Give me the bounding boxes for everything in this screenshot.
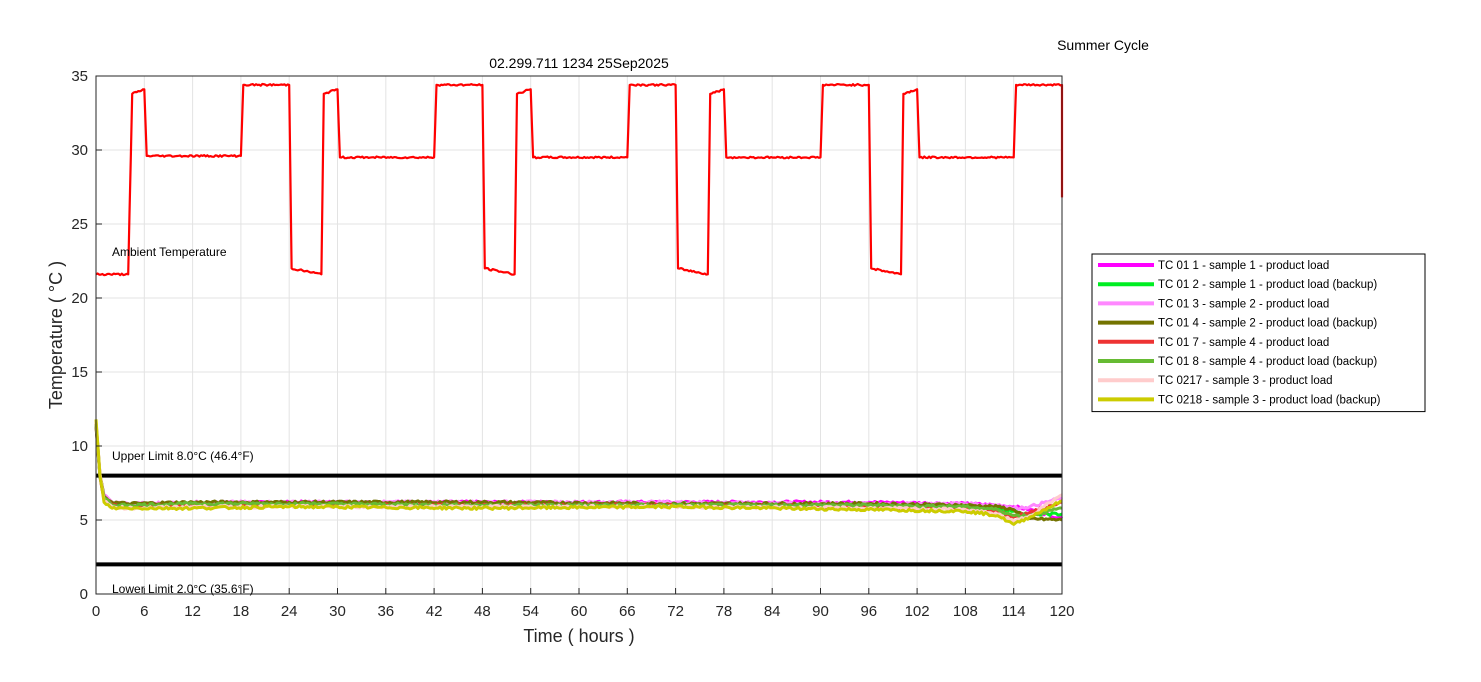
y-axis-label: Temperature ( °C ) bbox=[46, 261, 66, 409]
x-ticks: 0 6 12 18 24 30 36 42 48 54 60 66 72 78 84 90 96 102 108 11… bbox=[92, 588, 1075, 620]
legend-item: TC 01 7 - sample 4 - product load bbox=[1098, 337, 1329, 349]
limit-lines bbox=[96, 473, 1062, 567]
y-tick-label: 0 bbox=[80, 586, 88, 603]
legend-label: TC 01 8 - sample 4 - product load (backu… bbox=[1158, 356, 1377, 368]
legend-item: TC 01 8 - sample 4 - product load (backu… bbox=[1098, 356, 1377, 368]
x-tick-label: 60 bbox=[571, 603, 588, 620]
lower-limit-annotation: Lower Limit 2.0°C (35.6°F) bbox=[112, 582, 254, 596]
legend-item: TC 01 4 - sample 2 - product load (backu… bbox=[1098, 318, 1377, 330]
y-tick-label: 10 bbox=[71, 438, 88, 455]
upper-limit-annotation: Upper Limit 8.0°C (46.4°F) bbox=[112, 449, 254, 463]
x-tick-label: 96 bbox=[860, 603, 877, 620]
legend-item: TC 01 2 - sample 1 - product load (backu… bbox=[1098, 279, 1377, 291]
ambient-temperature-line bbox=[95, 82, 1064, 277]
x-tick-label: 42 bbox=[426, 603, 443, 620]
legend-label: TC 01 1 - sample 1 - product load bbox=[1158, 260, 1329, 272]
y-ticks: 0 5 10 15 20 25 30 35 bbox=[71, 68, 102, 603]
legend-box bbox=[1091, 253, 1426, 413]
x-tick-label: 90 bbox=[812, 603, 829, 620]
legend: TC 01 1 - sample 1 - product load TC 01 2… bbox=[1091, 253, 1426, 413]
x-tick-label: 66 bbox=[619, 603, 636, 620]
x-tick-label: 24 bbox=[281, 603, 298, 620]
x-tick-label: 114 bbox=[1002, 603, 1026, 620]
series-lines bbox=[94, 419, 1064, 526]
x-tick-label: 6 bbox=[140, 603, 148, 620]
x-tick-label: 78 bbox=[716, 603, 733, 620]
y-tick-label: 15 bbox=[71, 364, 88, 381]
y-tick-label: 35 bbox=[71, 68, 88, 85]
legend-label: TC 01 2 - sample 1 - product load (backu… bbox=[1158, 279, 1377, 291]
legend-item: TC 01 1 - sample 1 - product load bbox=[1098, 260, 1329, 272]
x-tick-label: 30 bbox=[329, 603, 346, 620]
legend-item: TC 0218 - sample 3 - product load (backu… bbox=[1098, 394, 1381, 406]
x-tick-label: 84 bbox=[764, 603, 781, 620]
x-tick-label: 72 bbox=[667, 603, 684, 620]
x-axis-label: Time ( hours ) bbox=[523, 626, 634, 646]
ambient-annotation: Ambient Temperature bbox=[112, 245, 227, 259]
ambient-line bbox=[95, 82, 1064, 277]
legend-label: TC 0217 - sample 3 - product load bbox=[1158, 375, 1333, 387]
y-tick-label: 25 bbox=[71, 216, 88, 233]
x-tick-label: 36 bbox=[377, 603, 394, 620]
x-tick-label: 102 bbox=[905, 603, 930, 620]
legend-label: TC 01 3 - sample 2 - product load bbox=[1158, 298, 1329, 310]
legend-label: TC 01 4 - sample 2 - product load (backu… bbox=[1158, 318, 1377, 330]
x-tick-label: 108 bbox=[953, 603, 978, 620]
y-tick-label: 20 bbox=[71, 290, 88, 307]
chart-title: 02.299.711 1234 25Sep2025 bbox=[489, 55, 669, 71]
legend-item: TC 01 3 - sample 2 - product load bbox=[1098, 298, 1329, 310]
y-tick-label: 5 bbox=[80, 512, 88, 529]
x-tick-label: 48 bbox=[474, 603, 491, 620]
x-tick-label: 12 bbox=[184, 603, 201, 620]
legend-label: TC 01 7 - sample 4 - product load bbox=[1158, 337, 1329, 349]
x-tick-label: 0 bbox=[92, 603, 100, 620]
series-line-6 bbox=[94, 425, 1063, 519]
x-tick-label: 18 bbox=[233, 603, 250, 620]
x-tick-label: 54 bbox=[522, 603, 539, 620]
legend-item: TC 0217 - sample 3 - product load bbox=[1098, 375, 1333, 387]
series-line-8 bbox=[94, 419, 1063, 526]
y-tick-label: 30 bbox=[71, 142, 88, 159]
legend-label: TC 0218 - sample 3 - product load (backu… bbox=[1158, 394, 1381, 406]
x-tick-label: 120 bbox=[1049, 603, 1074, 620]
chart-subtitle: Summer Cycle bbox=[1057, 37, 1149, 53]
